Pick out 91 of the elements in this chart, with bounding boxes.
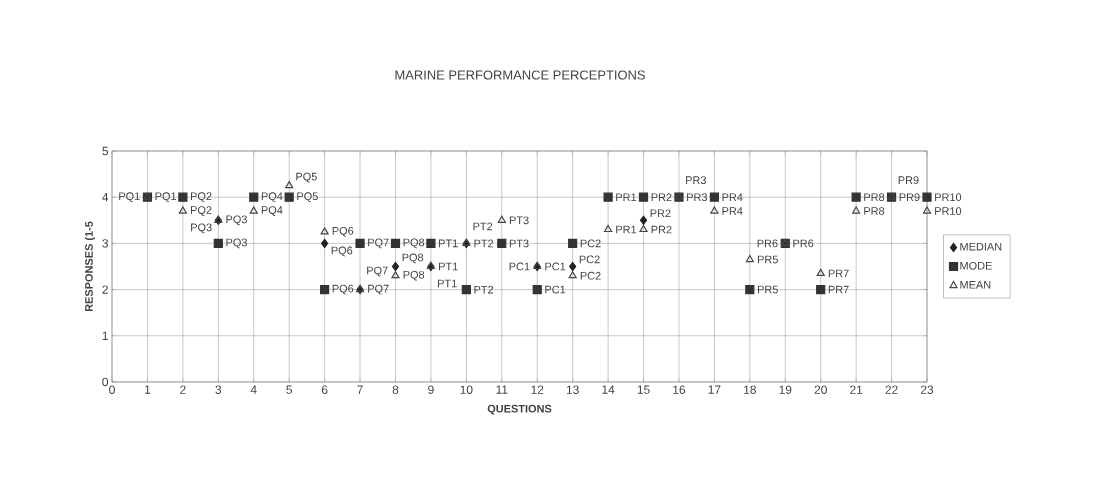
data-label: PQ7 [367,266,388,277]
data-label: PR10 [935,193,962,202]
x-tick-label: 16 [673,385,686,394]
data-label: PT1 [439,239,458,248]
data-label: PT2 [474,239,494,248]
data-label: PQ7 [368,238,389,249]
x-tick-label: 17 [708,385,721,394]
data-label: PT1 [439,262,458,271]
data-label: PQ6 [331,246,353,257]
data-label: PT2 [473,222,493,231]
data-label: PR5 [757,255,778,264]
data-label: PQ2 [190,206,212,216]
data-label: PR9 [899,193,920,202]
data-label: PR9 [898,176,919,184]
x-tick-label: 3 [215,385,222,394]
x-tick-label: 8 [392,385,399,394]
x-tick-label: 5 [286,385,292,394]
data-label: PR4 [722,193,743,201]
data-label: PR2 [651,225,672,234]
x-tick-label: 2 [180,385,186,394]
data-label: PC2 [580,239,601,248]
data-label: PC1 [545,262,566,271]
x-tick-label: 7 [357,385,363,394]
data-label: PC2 [580,271,601,280]
data-label: PR2 [651,193,672,202]
data-label: PT3 [509,239,529,248]
data-label: PR3 [687,193,707,202]
x-tick-label: 14 [602,385,615,394]
data-label: PR2 [650,209,671,218]
y-tick-label: 0 [102,377,109,387]
data-label: PR1 [616,193,637,201]
data-label: PR8 [864,193,885,202]
data-label: PQ6 [332,284,354,295]
data-label: PR7 [828,269,849,278]
x-tick-label: 9 [428,385,434,394]
data-label: PQ6 [332,226,354,237]
y-tick-label: 2 [102,285,108,294]
legend-label: MODE [960,261,992,270]
x-tick-label: 21 [850,385,863,394]
data-label: PQ8 [403,270,425,281]
data-label: PQ5 [296,172,317,183]
data-label: PR5 [757,285,778,294]
data-label: PC1 [509,262,530,271]
data-label: PT1 [438,279,457,288]
data-label: PC1 [545,285,566,294]
data-label: PQ4 [261,206,283,216]
x-tick-label: 10 [460,385,473,394]
x-tick-label: 22 [885,385,898,394]
data-label: PQ3 [226,238,247,249]
x-tick-label: 12 [531,385,544,394]
data-label: PR4 [722,207,743,215]
y-tick-label: 4 [102,193,109,202]
x-tick-label: 0 [109,385,115,394]
x-axis-title: QUESTIONS [487,404,552,415]
chart-title: MARINE PERFORMANCE PERCEPTIONS [395,70,645,80]
y-tick-label: 5 [102,146,108,156]
y-axis-title: RESPONSES (1-5 [84,221,95,312]
x-tick-label: 15 [637,385,650,394]
data-label: PR7 [828,285,849,294]
y-tick-label: 3 [102,239,108,248]
x-tick-label: 4 [250,385,257,394]
data-label: PC2 [579,255,600,264]
x-tick-label: 23 [920,385,934,394]
data-label: PQ1 [119,192,140,203]
x-tick-label: 13 [566,385,579,394]
x-tick-label: 1 [145,385,151,394]
data-label: PQ5 [297,192,318,203]
data-label: PR3 [686,176,706,184]
data-label: PQ2 [190,192,212,203]
data-label: PQ1 [155,192,177,203]
data-label: PR10 [935,207,962,215]
data-label: PQ3 [226,215,247,226]
x-tick-label: 19 [779,385,792,394]
data-label: PQ7 [368,284,389,295]
x-tick-label: 18 [744,385,756,394]
data-label: PR1 [616,225,637,234]
data-label: PQ8 [402,253,424,264]
y-tick-label: 1 [102,331,108,340]
data-label: PR6 [757,239,778,248]
x-tick-label: 11 [496,385,508,394]
data-label: PT2 [474,285,494,294]
data-label: PR6 [793,239,814,248]
legend-label: MEDIAN [960,242,1002,251]
x-tick-label: 6 [321,385,328,394]
legend-label: MEAN [960,281,991,289]
data-label: PQ8 [403,238,425,249]
data-label: PR8 [864,207,885,215]
data-label: PT3 [509,216,529,225]
data-label: PQ4 [261,192,283,203]
data-label: PQ3 [191,223,212,234]
x-tick-label: 20 [814,385,827,394]
